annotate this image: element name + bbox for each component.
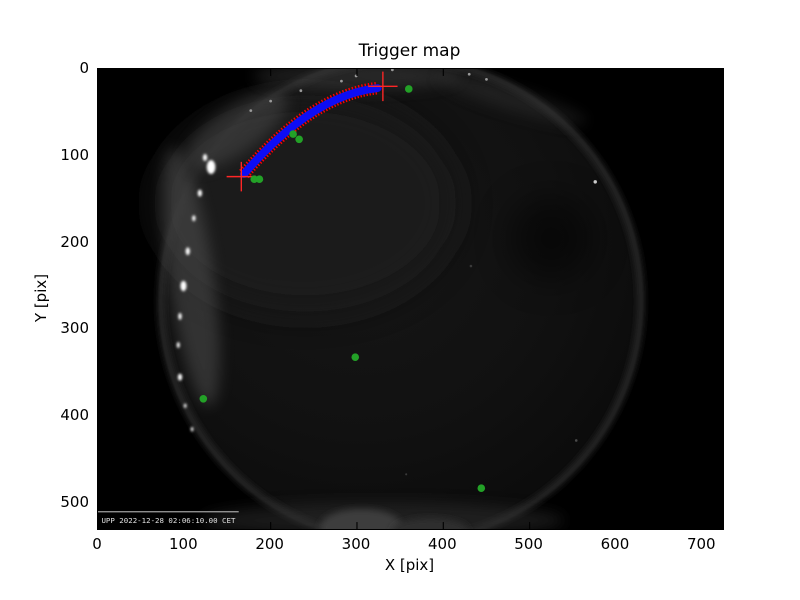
- city-light-blob: [183, 403, 187, 408]
- rim-glow: [158, 69, 644, 529]
- city-light-blob: [190, 427, 194, 432]
- rim-speck: [485, 78, 488, 81]
- x-axis-label: X [pix]: [384, 556, 435, 574]
- y-tick-label: 400: [60, 406, 89, 425]
- left-rim-glow: [162, 148, 220, 407]
- star: [405, 473, 408, 476]
- trail-endpoint-cross: [368, 71, 398, 102]
- rim-speck: [390, 69, 394, 72]
- city-light-blob: [192, 215, 196, 222]
- rim-speck: [467, 72, 471, 76]
- timestamp-overline: [98, 511, 239, 513]
- meteor-trail: [240, 84, 382, 178]
- horizon-dome: [319, 509, 403, 529]
- horizon-silhouette: [391, 517, 469, 529]
- x-tick-label: 700: [686, 535, 716, 553]
- trigger-overlay-layer: UPP 2022-12-28 02:06:10.00 CET: [101, 71, 486, 525]
- timestamp-text: UPP 2022-12-28 02:06:10.00 CET: [101, 516, 235, 525]
- rim-speck: [299, 89, 303, 93]
- y-tick-label: 0: [79, 59, 89, 77]
- rim-speck: [340, 79, 343, 83]
- y-tick-label: 100: [60, 145, 89, 164]
- trail-endpoint-cross: [226, 161, 256, 192]
- city-light-blob: [197, 189, 203, 197]
- y-axis-label: Y [pix]: [32, 273, 50, 323]
- city-light-blob: [178, 312, 182, 320]
- rim-speck: [269, 99, 273, 103]
- allsky-image: UPP 2022-12-28 02:06:10.00 CET: [98, 69, 723, 529]
- star: [593, 180, 597, 184]
- trigger-point: [351, 353, 360, 361]
- trigger-point: [477, 484, 486, 493]
- trigger-point: [295, 135, 303, 144]
- tick-marks-layer: [98, 69, 723, 529]
- city-light-blob: [180, 280, 187, 292]
- background-detail-layer: [176, 69, 597, 476]
- top-right-rim-glow: [437, 74, 587, 125]
- city-light-blob: [177, 373, 183, 381]
- city-light-blob: [206, 160, 216, 175]
- rim-speck: [249, 109, 253, 113]
- x-tick-label: 500: [514, 535, 543, 553]
- trigger-point: [289, 130, 297, 138]
- city-light-blob: [202, 154, 208, 161]
- city-light-blob: [176, 341, 180, 349]
- trigger-point: [404, 85, 413, 93]
- city-light-blob: [185, 247, 190, 256]
- trigger-point: [199, 394, 208, 403]
- x-tick-label: 200: [255, 535, 284, 553]
- plot-area: UPP 2022-12-28 02:06:10.00 CET: [97, 68, 724, 530]
- star: [574, 439, 578, 442]
- plot-title: Trigger map: [358, 41, 461, 61]
- fisheye-disc: [98, 69, 644, 529]
- x-tick-label: 0: [92, 535, 102, 553]
- star: [469, 264, 473, 268]
- y-tick-label: 200: [60, 232, 89, 251]
- trigger-point: [255, 175, 264, 184]
- top-rim-glow: [253, 69, 461, 90]
- y-tick-label: 500: [60, 492, 89, 511]
- x-tick-label: 400: [427, 535, 457, 553]
- upper-left-rim-glow: [184, 90, 288, 170]
- dark-cloud: [509, 196, 593, 280]
- y-tick-label: 300: [60, 319, 89, 338]
- x-tick-label: 300: [341, 535, 371, 553]
- x-tick-label: 100: [168, 535, 198, 553]
- x-tick-label: 600: [600, 535, 630, 553]
